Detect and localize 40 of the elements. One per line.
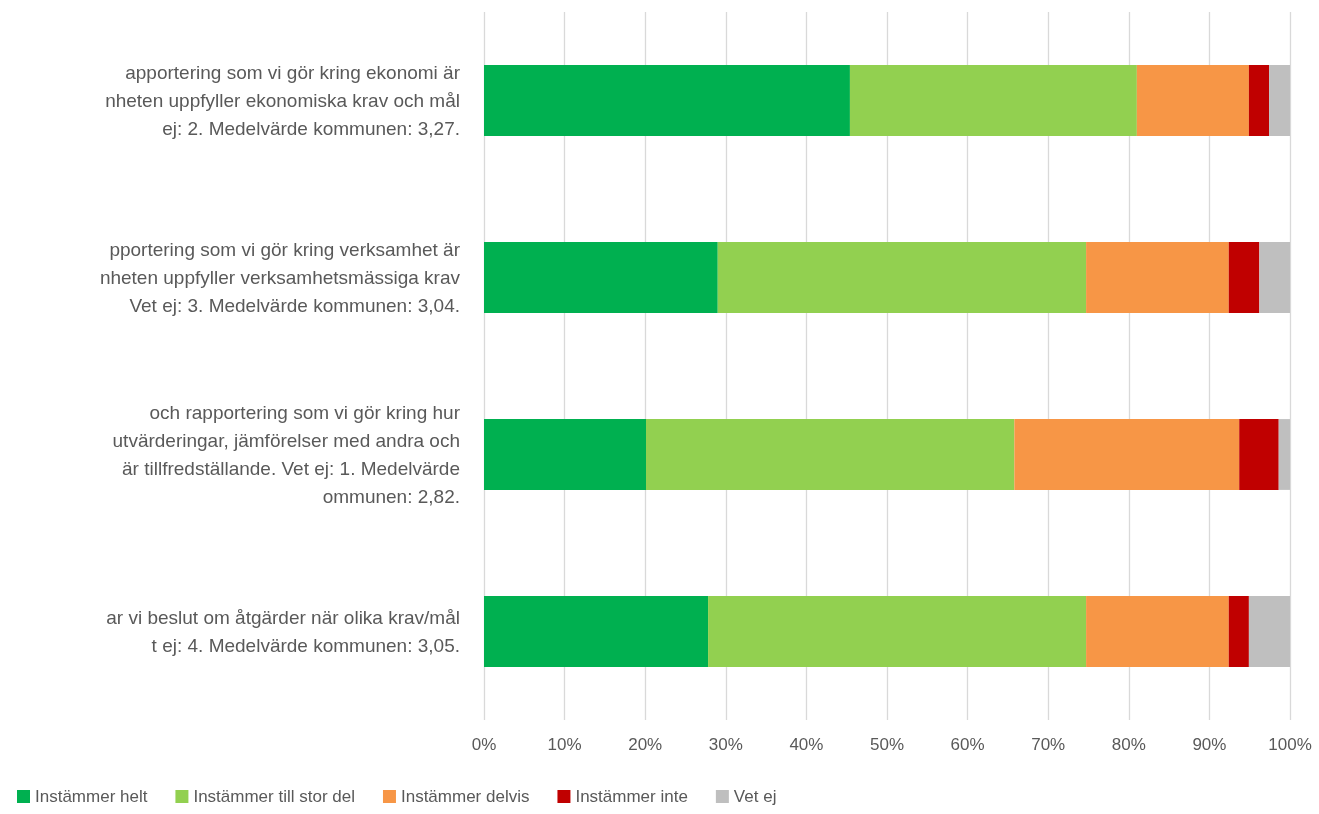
legend-label: Instämmer inte — [575, 787, 688, 806]
x-tick-label: 10% — [547, 735, 582, 754]
legend-label: Instämmer helt — [35, 787, 148, 806]
y-tick-label: pportering som vi gör kring verksamhet är nheten uppfyller verksamhetsmässiga krav Vet ej: 3. Medelvärde kommunen: 3,04. — [99, 239, 461, 316]
bar — [1269, 65, 1290, 136]
bar — [1259, 242, 1290, 313]
bar — [484, 419, 647, 490]
bar — [1086, 596, 1229, 667]
bar — [708, 596, 1087, 667]
bar — [1248, 596, 1290, 667]
bar — [1228, 242, 1260, 313]
bar — [1014, 419, 1240, 490]
bar — [1239, 419, 1279, 490]
y-tick-label: apportering som vi gör kring ekonomi är nheten uppfyller ekonomiska krav och mål ej: 2. Medelvärde kommunen: 3,27. — [105, 62, 461, 139]
x-tick-label: 80% — [1111, 735, 1146, 754]
bar — [1228, 596, 1249, 667]
bar — [1248, 65, 1270, 136]
bar — [717, 242, 1087, 313]
x-tick-label: 100% — [1268, 735, 1312, 754]
x-tick-label: 0% — [471, 735, 497, 754]
x-tick-label: 50% — [869, 735, 905, 754]
bar — [1136, 65, 1249, 136]
x-tick-label: 90% — [1192, 735, 1227, 754]
bar — [484, 65, 850, 136]
x-tick-label: 60% — [950, 735, 985, 754]
bar — [646, 419, 1015, 490]
bar — [1086, 242, 1229, 313]
legend-label: Vet ej — [733, 787, 777, 806]
legend-label: Instämmer till stor del — [193, 787, 355, 806]
bar — [1278, 419, 1290, 490]
bar — [484, 242, 718, 313]
x-tick-label: 30% — [708, 735, 743, 754]
x-tick-label: 70% — [1031, 735, 1066, 754]
bar — [849, 65, 1137, 136]
y-tick-label: ar vi beslut om åtgärder när olika krav/mål t ej: 4. Medelvärde kommunen: 3,05. — [106, 607, 460, 656]
y-tick-label: och rapportering som vi gör kring hur utvärderingar, jämförelser med andra och är tillfredställande. Vet ej: 1. Medelvärde ommunen: 2,82. — [107, 402, 461, 507]
bar — [484, 596, 709, 667]
x-tick-label: 20% — [628, 735, 663, 754]
legend-label: Instämmer delvis — [400, 787, 530, 806]
x-tick-label: 40% — [789, 735, 824, 754]
